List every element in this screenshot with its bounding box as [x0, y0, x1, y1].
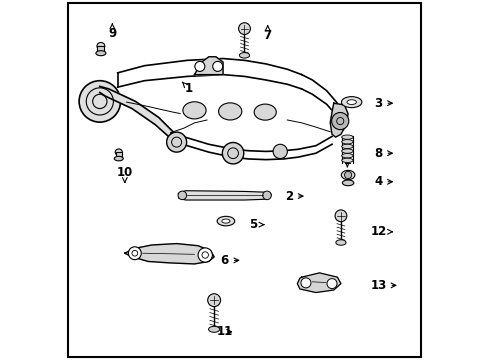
Polygon shape	[178, 191, 271, 200]
Text: 1: 1	[182, 82, 193, 95]
Circle shape	[262, 191, 271, 200]
Ellipse shape	[114, 156, 123, 161]
Circle shape	[238, 23, 250, 35]
Ellipse shape	[341, 144, 352, 149]
Ellipse shape	[218, 103, 242, 120]
Circle shape	[326, 279, 336, 289]
Ellipse shape	[341, 149, 352, 153]
Polygon shape	[194, 57, 223, 75]
Ellipse shape	[341, 170, 354, 180]
Circle shape	[128, 247, 141, 260]
Circle shape	[212, 62, 222, 71]
Ellipse shape	[254, 104, 276, 120]
Circle shape	[207, 294, 220, 307]
Circle shape	[222, 143, 244, 164]
Text: 4: 4	[374, 175, 391, 188]
Ellipse shape	[342, 180, 353, 186]
Circle shape	[331, 112, 348, 130]
Ellipse shape	[208, 326, 219, 332]
FancyBboxPatch shape	[115, 152, 122, 158]
Ellipse shape	[96, 51, 106, 56]
Text: 11: 11	[216, 325, 232, 338]
Text: 5: 5	[249, 218, 263, 231]
Ellipse shape	[341, 135, 352, 139]
Circle shape	[194, 62, 204, 71]
Ellipse shape	[97, 42, 104, 50]
Polygon shape	[91, 86, 173, 139]
Ellipse shape	[346, 100, 356, 104]
Circle shape	[198, 248, 212, 262]
Text: 2: 2	[285, 190, 303, 203]
Polygon shape	[297, 273, 340, 293]
Polygon shape	[124, 244, 214, 264]
Text: 6: 6	[220, 254, 238, 267]
Text: 8: 8	[374, 147, 391, 160]
Ellipse shape	[335, 240, 346, 245]
Circle shape	[272, 144, 287, 158]
Ellipse shape	[341, 154, 352, 158]
FancyBboxPatch shape	[97, 46, 104, 53]
Text: 9: 9	[108, 24, 116, 40]
Circle shape	[166, 132, 186, 152]
Ellipse shape	[239, 53, 249, 58]
Ellipse shape	[217, 216, 234, 226]
Circle shape	[300, 278, 310, 288]
Circle shape	[79, 81, 121, 122]
Text: 3: 3	[374, 97, 391, 110]
Ellipse shape	[341, 158, 352, 162]
Ellipse shape	[183, 102, 205, 119]
Circle shape	[178, 191, 186, 200]
Ellipse shape	[341, 140, 352, 144]
Circle shape	[344, 171, 351, 179]
Text: 13: 13	[369, 279, 395, 292]
Text: 10: 10	[117, 166, 133, 183]
Polygon shape	[329, 103, 347, 137]
Ellipse shape	[222, 219, 229, 223]
Ellipse shape	[115, 149, 122, 156]
Ellipse shape	[341, 96, 361, 108]
Text: 12: 12	[369, 225, 392, 238]
Circle shape	[334, 210, 346, 222]
Text: 7: 7	[263, 26, 271, 42]
